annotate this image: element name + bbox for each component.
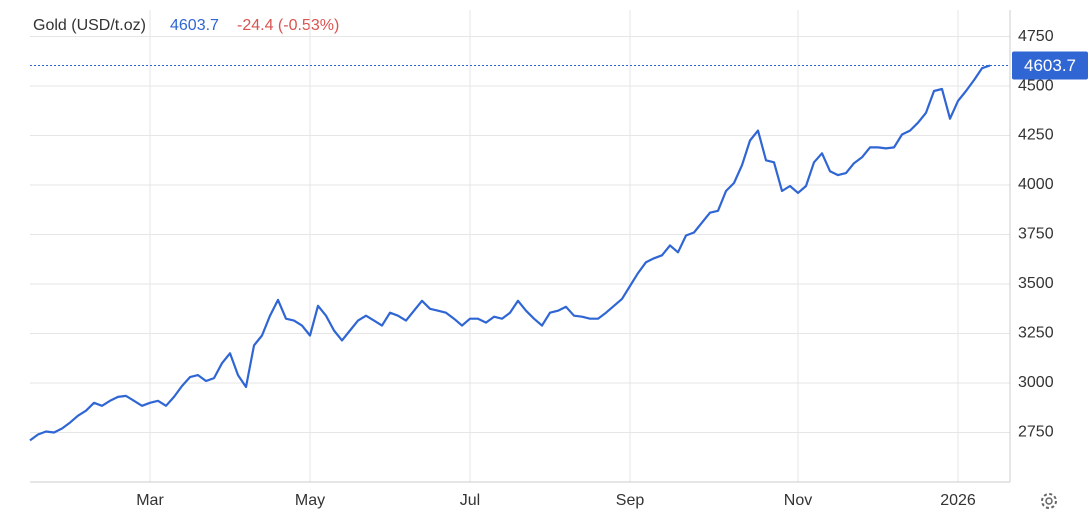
y-tick-label: 4750: [1018, 28, 1054, 45]
x-tick-label: May: [295, 492, 325, 509]
y-tick-label: 3750: [1018, 226, 1054, 243]
grid: [30, 10, 1010, 482]
gear-hub: [1045, 497, 1053, 505]
x-tick-label: Sep: [616, 492, 645, 509]
y-tick-label: 4500: [1018, 77, 1054, 94]
price-change: -24.4 (-0.53%): [237, 17, 339, 34]
y-tick-label: 3000: [1018, 374, 1054, 391]
y-tick-label: 3500: [1018, 275, 1054, 292]
last-price-label: 4603.7: [1024, 56, 1076, 75]
x-tick-label: Mar: [136, 492, 164, 509]
gear-teeth: [1041, 493, 1057, 509]
y-tick-label: 4250: [1018, 127, 1054, 144]
settings-icon[interactable]: [1041, 493, 1057, 509]
chart-title: Gold (USD/t.oz): [33, 17, 146, 34]
y-tick-label: 2750: [1018, 424, 1054, 441]
y-tick-label: 4000: [1018, 176, 1054, 193]
x-tick-label: Nov: [784, 492, 812, 509]
x-tick-label: 2026: [940, 492, 976, 509]
x-tick-label: Jul: [460, 492, 480, 509]
last-price-box: [1012, 51, 1088, 80]
last-price: 4603.7: [170, 17, 219, 34]
price-line: [29, 64, 991, 442]
y-tick-label: 3250: [1018, 325, 1054, 342]
